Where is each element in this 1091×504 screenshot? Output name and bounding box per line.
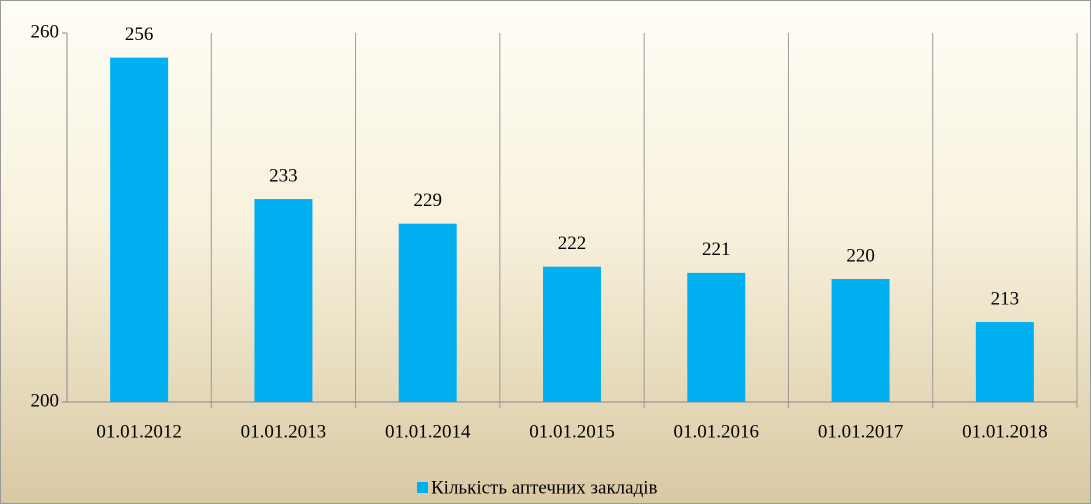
y-tick-label: 200 xyxy=(31,390,60,411)
bar xyxy=(398,223,457,402)
x-tick-label: 01.01.2012 xyxy=(96,421,182,442)
data-label: 233 xyxy=(269,165,298,186)
x-tick-label: 01.01.2013 xyxy=(241,421,327,442)
x-tick-label: 01.01.2018 xyxy=(962,421,1048,442)
bar xyxy=(831,279,890,402)
legend-label: Кількість аптечних закладів xyxy=(431,477,658,498)
bar xyxy=(543,266,601,402)
x-tick-label: 01.01.2016 xyxy=(674,421,760,442)
y-tick-label: 260 xyxy=(31,21,60,42)
bar xyxy=(254,199,313,402)
data-label: 221 xyxy=(702,239,731,260)
data-label: 229 xyxy=(413,190,442,211)
data-label: 213 xyxy=(991,288,1020,309)
x-tick-label: 01.01.2014 xyxy=(385,421,471,442)
x-tick-label: 01.01.2017 xyxy=(818,421,904,442)
x-tick-label: 01.01.2015 xyxy=(529,421,615,442)
bar xyxy=(687,272,746,402)
data-label: 222 xyxy=(558,233,587,254)
legend-swatch xyxy=(417,482,428,493)
bar xyxy=(975,322,1034,402)
data-label: 256 xyxy=(125,24,154,45)
bar xyxy=(110,57,169,402)
data-label: 220 xyxy=(846,245,875,266)
